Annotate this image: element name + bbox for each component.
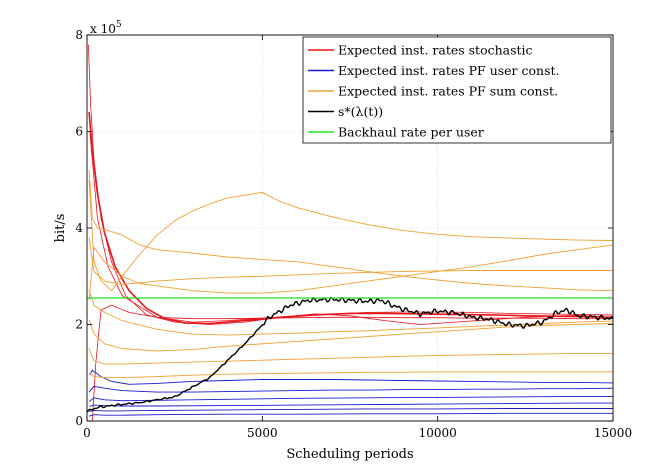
series-line-10	[88, 179, 614, 292]
x-tick-labels: 0 5000 10000 15000	[83, 426, 632, 440]
legend-label: Expected inst. rates PF user const.	[338, 63, 560, 78]
tick-marks	[86, 34, 614, 422]
series-line-7	[88, 402, 613, 407]
series-line-16	[88, 348, 613, 365]
series-line-14	[88, 290, 614, 336]
series-line-12	[88, 237, 613, 285]
series-line-18	[86, 296, 614, 413]
y-tick-labels: 0 2 4 6 8	[75, 28, 83, 428]
series-line-11	[88, 170, 614, 292]
x-tick-label: 5000	[247, 426, 278, 440]
series-line-3	[91, 304, 613, 422]
series-line-0	[88, 112, 614, 325]
series-line-17	[88, 371, 613, 379]
x-tick-label: 15000	[594, 426, 632, 440]
legend-label: s*(λ(t))	[338, 104, 383, 119]
series-line-13	[88, 244, 614, 301]
legend: Expected inst. rates stochastic Expected …	[302, 36, 612, 144]
y-tick-label: 0	[75, 414, 83, 428]
series-line-2	[89, 131, 614, 323]
y-tick-label: 4	[75, 221, 83, 235]
y-exponent-label: x 105	[90, 20, 122, 36]
series-line-9	[88, 412, 613, 417]
y-tick-label: 6	[75, 125, 83, 139]
legend-items: Expected inst. rates stochastic Expected …	[308, 43, 560, 140]
x-tick-label: 10000	[419, 426, 457, 440]
series-line-8	[89, 408, 613, 412]
y-axis-label: bit/s	[53, 214, 68, 243]
series-group	[86, 44, 614, 422]
series-line-5	[88, 385, 614, 393]
legend-label: Backhaul rate per user	[338, 125, 484, 140]
legend-label: Expected inst. rates stochastic	[338, 43, 533, 58]
legend-box	[302, 36, 612, 144]
series-line-6	[88, 395, 613, 403]
y-tick-label: 8	[75, 28, 83, 42]
legend-label: Expected inst. rates PF sum const.	[338, 84, 558, 99]
y-tick-label: 2	[75, 318, 83, 332]
x-tick-label: 0	[83, 426, 91, 440]
x-axis-label: Scheduling periods	[286, 447, 413, 462]
